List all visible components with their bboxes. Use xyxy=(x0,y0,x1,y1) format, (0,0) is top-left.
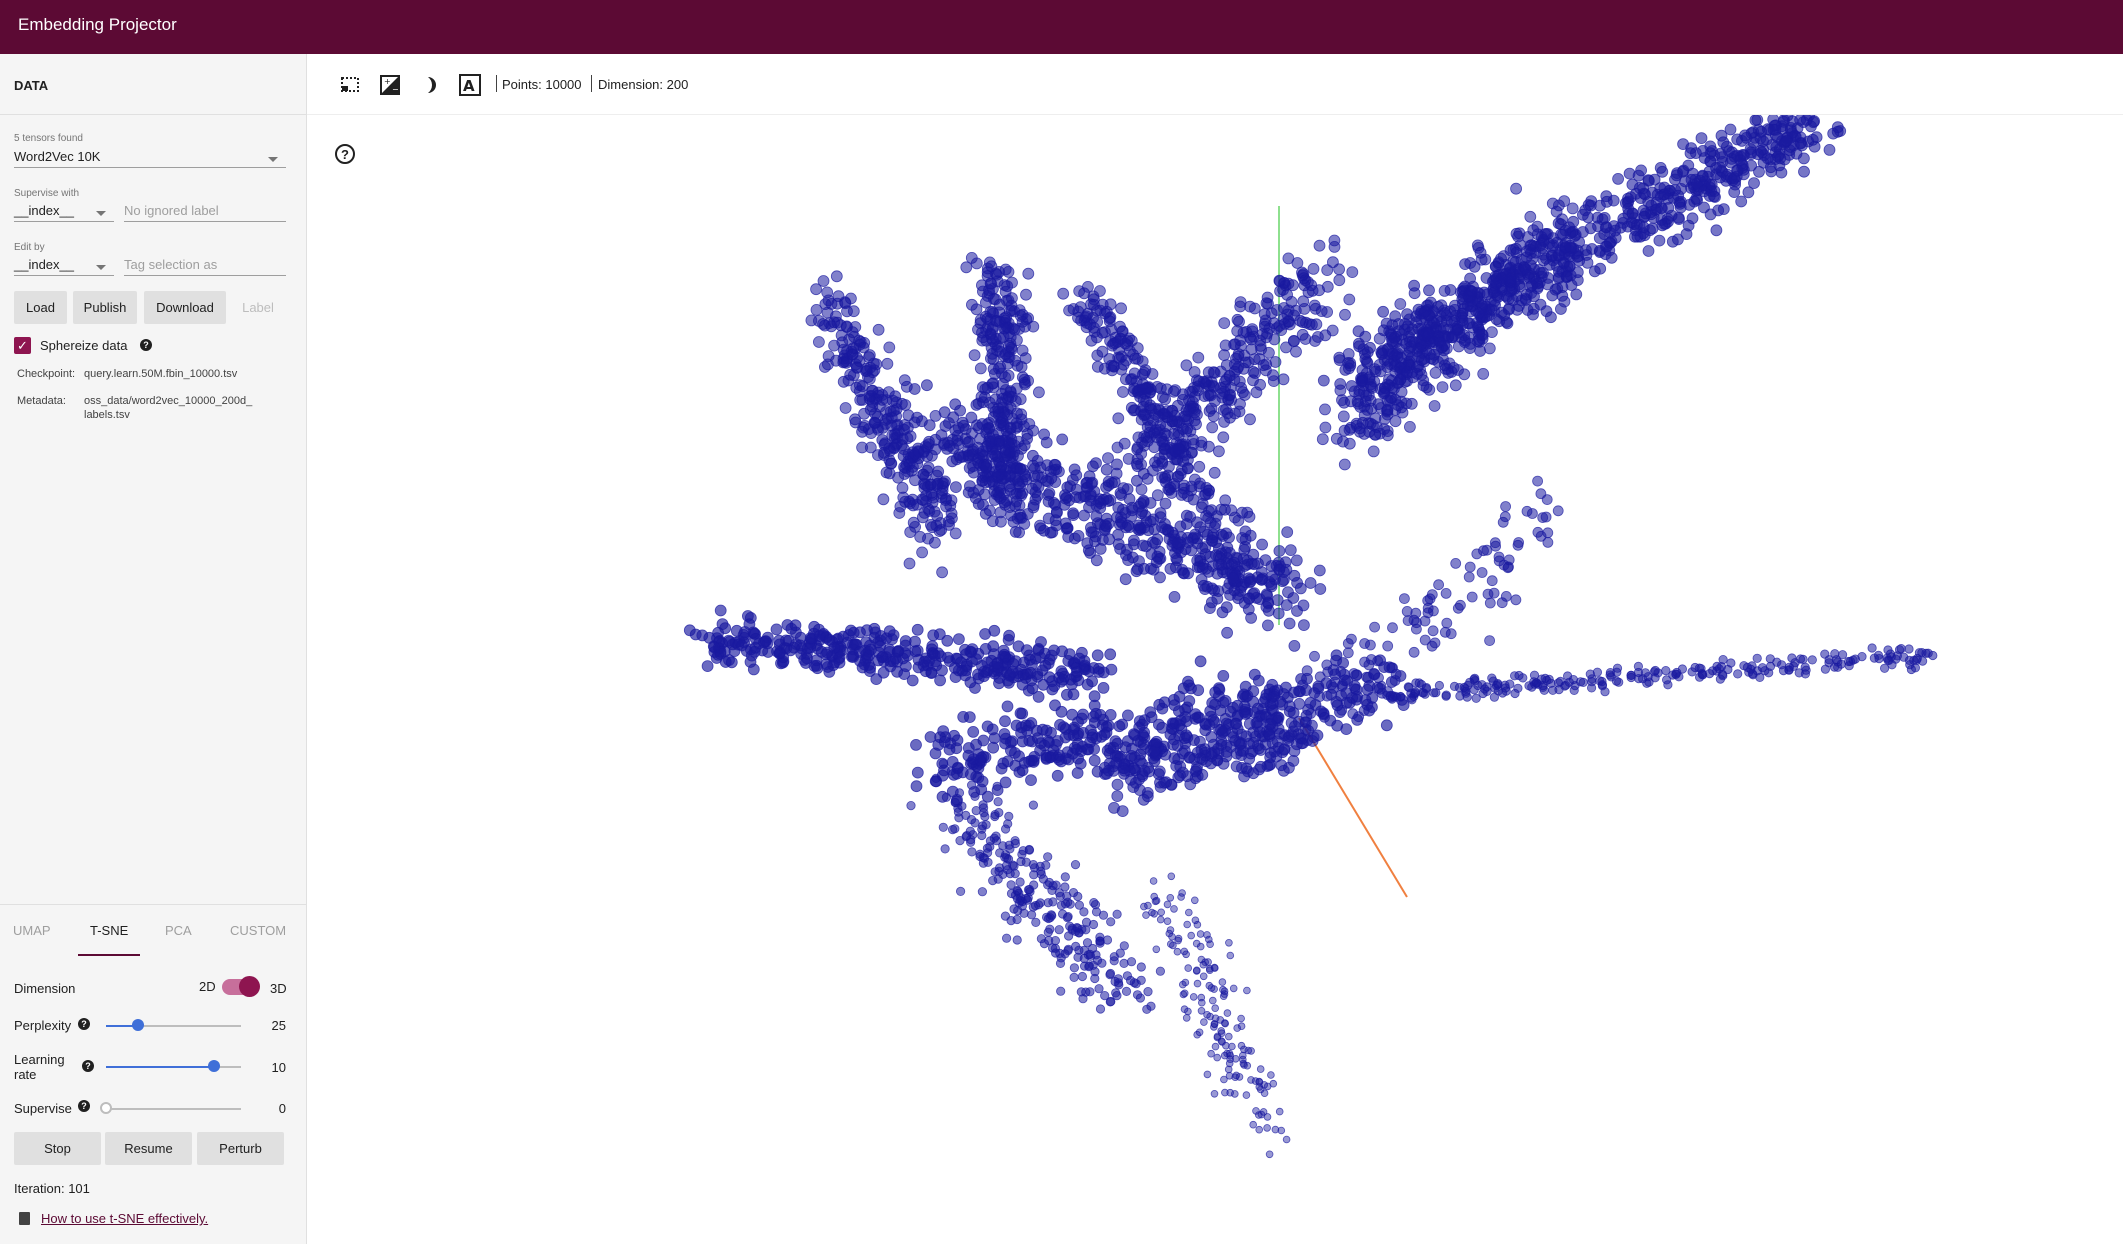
help-icon[interactable]: ? xyxy=(335,144,355,164)
resume-button[interactable]: Resume xyxy=(105,1132,192,1165)
book-icon xyxy=(19,1212,30,1225)
app-header: Embedding Projector xyxy=(0,0,2123,54)
load-button[interactable]: Load xyxy=(14,291,67,324)
divider xyxy=(496,75,497,92)
dimension-count: Dimension: 200 xyxy=(598,77,689,92)
sphereize-checkbox[interactable]: ✓ xyxy=(14,337,31,354)
learning-rate-slider-fill xyxy=(106,1066,214,1068)
toolbar: + − A Points: 10000 Dimension: 200 xyxy=(307,54,2123,115)
ignored-label-input[interactable]: No ignored label xyxy=(124,203,286,222)
svg-text:A: A xyxy=(463,77,475,95)
learning-rate-label-line2: rate xyxy=(14,1067,37,1082)
perturb-button[interactable]: Perturb xyxy=(197,1132,284,1165)
tag-selection-input[interactable]: Tag selection as xyxy=(124,257,286,276)
divider xyxy=(591,75,592,92)
point-cloud[interactable] xyxy=(683,115,1938,1159)
learning-rate-label-line1: Learning xyxy=(14,1052,65,1067)
contrast-icon[interactable]: + − xyxy=(379,74,401,96)
publish-button[interactable]: Publish xyxy=(73,291,137,324)
help-icon[interactable]: ? xyxy=(82,1060,94,1072)
perplexity-label: Perplexity xyxy=(14,1018,72,1033)
perplexity-slider-fill xyxy=(106,1025,139,1027)
projection-tabs: UMAP T-SNE PCA CUSTOM xyxy=(0,904,306,957)
perplexity-slider-track[interactable] xyxy=(106,1025,241,1027)
data-section-title: DATA xyxy=(14,78,49,93)
night-mode-icon[interactable] xyxy=(419,74,441,96)
dimension-label: Dimension xyxy=(14,981,76,996)
tsne-help-link[interactable]: How to use t-SNE effectively. xyxy=(41,1211,209,1226)
iteration-text: Iteration: 101 xyxy=(14,1181,90,1196)
tab-umap[interactable]: UMAP xyxy=(13,923,51,938)
tab-custom[interactable]: CUSTOM xyxy=(230,923,287,938)
divider xyxy=(0,114,306,115)
learning-rate-slider-thumb[interactable] xyxy=(208,1060,220,1072)
learning-rate-value: 10 xyxy=(271,1060,286,1075)
app-title: Embedding Projector xyxy=(18,15,177,34)
stop-button[interactable]: Stop xyxy=(14,1132,101,1165)
dimension-2d-label: 2D xyxy=(199,979,216,994)
metadata-value-line2: labels.tsv xyxy=(84,409,130,421)
svg-text:+: + xyxy=(384,77,391,86)
checkpoint-key: Checkpoint: xyxy=(17,368,76,380)
help-icon[interactable]: ? xyxy=(78,1018,90,1030)
bounding-box-select-icon[interactable] xyxy=(339,74,361,96)
download-button[interactable]: Download xyxy=(144,291,226,324)
edit-by-select[interactable]: __index__ xyxy=(14,257,114,276)
perplexity-value: 25 xyxy=(271,1018,286,1033)
z-axis-line xyxy=(1298,717,1408,898)
perplexity-slider-thumb[interactable] xyxy=(132,1019,145,1031)
points-count: Points: 10000 xyxy=(502,77,582,92)
supervise-value: 0 xyxy=(278,1101,286,1116)
tensors-found-label: 5 tensors found xyxy=(14,133,83,144)
svg-text:−: − xyxy=(392,85,399,94)
chevron-down-icon xyxy=(268,157,278,162)
label-button[interactable]: Label xyxy=(242,300,274,315)
checkpoint-value: query.learn.50M.fbin_10000.tsv xyxy=(84,368,238,380)
supervise-label: Supervise xyxy=(14,1101,72,1116)
chevron-down-icon xyxy=(96,211,106,216)
metadata-value-line1: oss_data/word2vec_10000_200d_ xyxy=(84,395,253,407)
dimension-toggle-thumb[interactable] xyxy=(239,976,260,997)
chevron-down-icon xyxy=(96,265,106,270)
label-icon[interactable]: A xyxy=(459,74,481,96)
supervise-select[interactable]: __index__ xyxy=(14,203,114,222)
supervise-slider-track[interactable] xyxy=(106,1108,241,1110)
tab-pca[interactable]: PCA xyxy=(165,923,192,938)
data-panel: DATA 5 tensors found Word2Vec 10K Superv… xyxy=(0,54,307,1244)
help-icon[interactable]: ? xyxy=(78,1100,90,1112)
tensor-select[interactable]: Word2Vec 10K xyxy=(14,149,286,168)
help-icon[interactable]: ? xyxy=(140,339,152,351)
sphereize-label: Sphereize data xyxy=(40,338,128,353)
learning-rate-label: Learning rate xyxy=(14,1052,65,1082)
embedding-scatter-canvas[interactable] xyxy=(307,115,2123,1244)
supervise-with-label: Supervise with xyxy=(14,188,80,199)
edit-by-label: Edit by xyxy=(14,242,45,253)
tab-tsne[interactable]: T-SNE xyxy=(90,923,129,938)
metadata-key: Metadata: xyxy=(17,395,66,407)
active-tab-indicator xyxy=(78,954,140,956)
dimension-3d-label: 3D xyxy=(270,981,287,996)
supervise-slider-thumb[interactable] xyxy=(100,1102,112,1114)
